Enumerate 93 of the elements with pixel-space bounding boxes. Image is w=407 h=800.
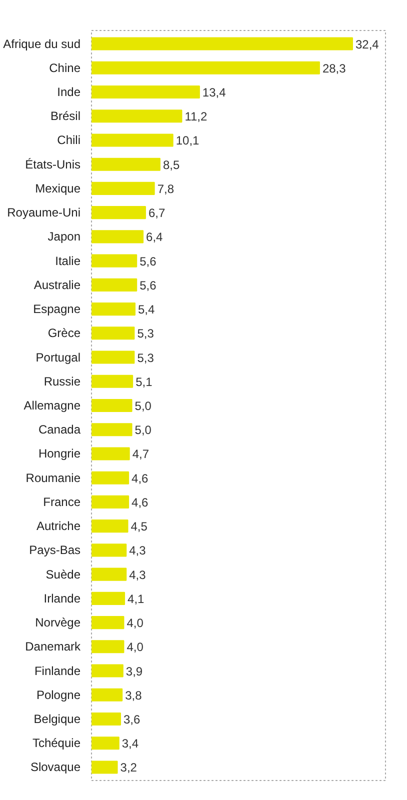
data-label: 4,1 [128,592,145,606]
data-label: 5,3 [137,350,154,365]
data-label: 32,4 [355,37,380,52]
data-label: 3,2 [120,760,138,775]
data-label: 4,6 [132,471,149,486]
data-label: 4,6 [132,495,149,510]
bar [92,568,127,581]
y-tick-label: Grèce [48,326,81,340]
y-tick-label: Roumanie [26,470,81,485]
y-tick-label: Afrique du sud [3,36,81,51]
data-label: 4,7 [132,447,150,462]
y-tick-label: Danemark [25,640,82,654]
data-label: 4,5 [130,520,148,534]
y-tick-label: Canada [38,422,81,437]
data-label: 8,5 [162,158,180,172]
bar [92,182,155,195]
bar [92,37,353,50]
bar [92,158,160,171]
y-tick-label: Russie [44,374,81,388]
bar [92,592,126,605]
y-tick-label: Mexique [35,181,81,196]
data-label: 4,3 [129,544,146,558]
bar [92,544,127,557]
bar [92,302,136,316]
data-label: 3,8 [125,688,142,702]
y-tick-label: Inde [57,84,81,99]
data-label: 3,6 [123,712,141,727]
bar [92,760,118,774]
bar [92,423,132,436]
y-tick-label: Tchéquie [32,736,81,750]
data-label: 7,8 [157,182,174,196]
data-label: 6,7 [148,206,166,220]
bar [92,350,135,364]
bar [92,374,134,388]
data-label: 28,3 [322,61,346,76]
y-tick-label: Espagne [33,302,81,316]
bar [92,110,182,123]
bar [92,85,200,99]
data-label: 5,1 [136,374,153,389]
y-tick-label: Suède [46,567,81,582]
y-tick-label: Portugal [36,350,81,364]
y-tick-label: France [43,494,81,509]
y-tick-label: Australie [34,278,81,292]
bar [92,640,124,654]
y-tick-label: Pays-Bas [29,543,81,558]
data-label: 3,9 [126,664,143,678]
y-tick-label: Royaume-Uni [7,206,80,220]
y-tick-label: Slovaque [30,760,81,774]
bar [92,254,138,268]
data-label: 5,4 [138,302,156,317]
data-label: 11,2 [184,110,208,124]
data-label: 10,1 [176,134,200,148]
y-tick-label: Italie [55,254,81,268]
data-label: 13,4 [202,85,226,100]
bar [92,495,130,508]
data-label: 4,3 [129,568,146,582]
y-tick-label: Chili [57,133,81,148]
bar [92,134,174,147]
data-label: 5,3 [137,326,154,341]
bar [92,326,135,340]
data-label: 5,6 [140,254,157,268]
bar [92,520,128,533]
bar [92,447,130,460]
data-label: 5,6 [140,278,157,292]
y-tick-label: Belgique [34,712,81,726]
bar [92,278,138,292]
bar [92,206,146,220]
data-label: 6,4 [146,230,164,244]
bar [92,61,320,74]
bar [92,736,120,750]
y-tick-label: Chine [49,60,81,75]
data-label: 5,0 [134,423,152,438]
y-tick-label: Japon [48,230,81,244]
data-label: 5,0 [134,399,152,413]
y-tick-label: Autriche [36,519,81,534]
y-tick-label: Norvège [35,616,81,630]
bar [92,688,123,702]
bar [92,471,130,484]
y-tick-label: Finlande [34,664,81,678]
bar [92,712,121,726]
y-tick-label: États-Unis [25,157,81,172]
y-tick-label: Pologne [36,688,81,702]
data-label: 4,0 [126,640,144,654]
y-tick-label: Allemagne [24,398,81,412]
bar [92,616,124,630]
y-tick-label: Hongrie [38,446,81,461]
bar [92,664,124,678]
data-label: 3,4 [122,736,139,751]
y-tick-label: Brésil [50,109,81,124]
bar [92,230,144,244]
y-tick-label: Irlande [44,591,81,606]
data-label: 4,0 [126,616,144,630]
bar [92,398,132,412]
